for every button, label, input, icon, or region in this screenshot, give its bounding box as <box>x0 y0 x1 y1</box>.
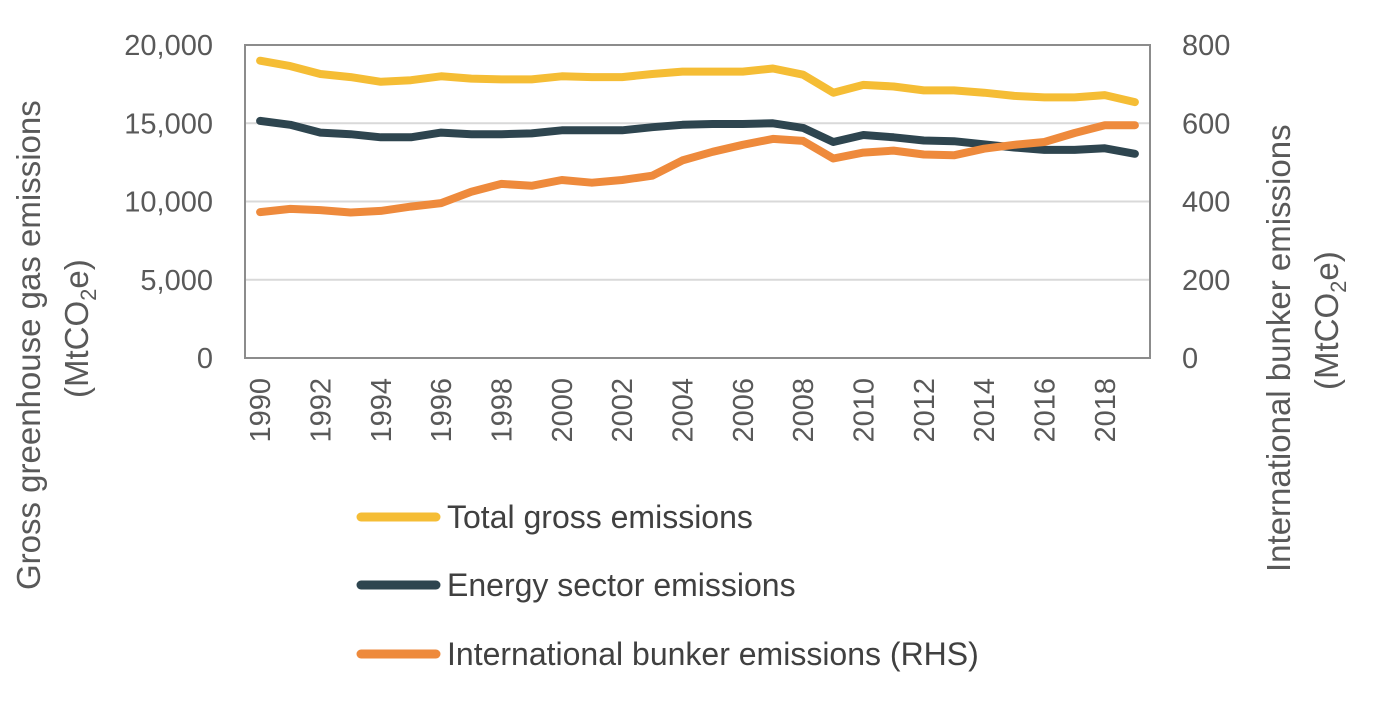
x-tick-label: 2016 <box>1029 378 1061 443</box>
left-tick-label: 20,000 <box>124 30 213 62</box>
x-tick-label: 1994 <box>366 378 398 443</box>
series-line-1 <box>256 56 1139 107</box>
x-axis-ticks: 1990 1992 1994 1996 1998 2000 2002 2004 2006 2008… <box>245 378 1122 443</box>
right-axis-unit-suffix: e) <box>1308 251 1345 280</box>
x-tick-label: 1998 <box>486 378 518 443</box>
x-tick-label: 2002 <box>607 378 639 443</box>
right-axis-title-main: International bunker emissions <box>1260 124 1297 572</box>
left-tick-label: 5,000 <box>140 265 213 297</box>
left-axis-unit-suffix: e) <box>58 259 95 288</box>
left-axis-title-main: Gross greenhouse gas emissions <box>10 100 47 590</box>
x-tick-label: 2010 <box>848 378 880 443</box>
legend-label: International bunker emissions (RHS) <box>447 636 979 672</box>
right-tick-label: 400 <box>1182 187 1230 219</box>
left-axis-title: Gross greenhouse gas emissions <box>10 100 47 590</box>
x-tick-label: 2014 <box>969 378 1001 443</box>
right-tick-label: 800 <box>1182 30 1230 62</box>
right-axis-unit-sub: 2 <box>1326 281 1351 293</box>
left-axis-unit-prefix: (MtCO <box>58 301 95 398</box>
x-tick-label: 1996 <box>426 378 458 443</box>
right-axis-unit-prefix: (MtCO <box>1308 293 1345 390</box>
x-tick-label: 1992 <box>305 378 337 443</box>
left-axis-unit: (MtCO2e) <box>58 259 101 398</box>
x-tick-label: 2006 <box>728 378 760 443</box>
series-lines <box>256 56 1139 217</box>
left-tick-label: 0 <box>197 343 213 375</box>
right-tick-label: 600 <box>1182 108 1230 140</box>
left-axis-ticks: 0 5,000 10,000 15,000 20,000 <box>124 30 213 375</box>
x-tick-label: 1990 <box>245 378 277 443</box>
x-tick-label: 2000 <box>547 378 579 443</box>
series-line-3 <box>256 121 1139 217</box>
legend-label: Total gross emissions <box>447 499 753 535</box>
x-tick-label: 2012 <box>909 378 941 443</box>
x-tick-label: 2004 <box>667 378 699 443</box>
legend: Total gross emissions Energy sector emiss… <box>356 499 979 672</box>
right-tick-label: 0 <box>1182 343 1198 375</box>
right-axis-ticks: 0 200 400 600 800 <box>1182 30 1230 375</box>
right-tick-label: 200 <box>1182 265 1230 297</box>
right-axis-unit: (MtCO2e) <box>1308 251 1351 390</box>
legend-item: International bunker emissions (RHS) <box>356 636 979 672</box>
right-axis-title: International bunker emissions <box>1260 124 1297 572</box>
x-tick-label: 2008 <box>788 378 820 443</box>
left-axis-unit-sub: 2 <box>76 289 101 301</box>
plot-frame <box>244 44 1151 359</box>
left-tick-label: 10,000 <box>124 187 213 219</box>
x-tick-label: 2018 <box>1090 378 1122 443</box>
legend-item: Total gross emissions <box>356 499 753 535</box>
legend-label: Energy sector emissions <box>447 567 796 603</box>
legend-item: Energy sector emissions <box>356 567 796 603</box>
left-tick-label: 15,000 <box>124 108 213 140</box>
